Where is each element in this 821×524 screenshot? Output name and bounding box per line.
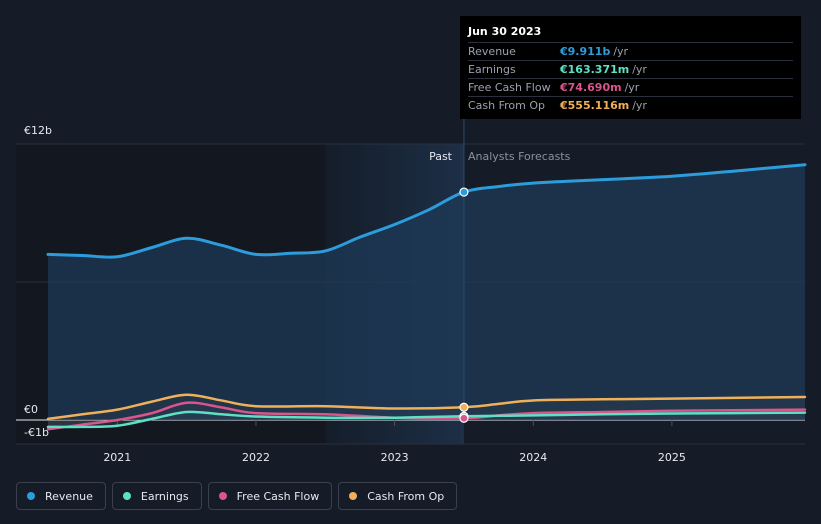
free-cash-flow-marker: [459, 413, 469, 423]
x-tick-label: 2024: [519, 451, 547, 464]
tooltip-unit: /yr: [632, 63, 647, 76]
tooltip-date: Jun 30 2023: [468, 25, 542, 38]
revenue-marker: [459, 187, 469, 197]
legend-label: Cash From Op: [367, 489, 445, 503]
x-tick-label: 2023: [381, 451, 409, 464]
revenue-dot-icon: [27, 492, 35, 500]
revenue-area: [48, 164, 805, 420]
legend-item-free-cash-flow[interactable]: Free Cash Flow: [207, 482, 333, 510]
legend-item-cash-from-op[interactable]: Cash From Op: [338, 482, 458, 510]
legend-item-revenue[interactable]: Revenue: [16, 482, 106, 510]
cash-from-op-dot-icon: [349, 492, 358, 500]
x-tick-label: 2022: [242, 451, 270, 464]
tooltip-value: €163.371m: [560, 63, 630, 76]
free-cash-flow-line: [46, 401, 807, 431]
tooltip-value: €555.116m: [560, 99, 630, 112]
earnings-dot-icon: [122, 492, 131, 500]
tooltip: Jun 30 2023 Revenue €9.911b /yr Earnings…: [460, 16, 801, 119]
x-tick-label: 2021: [103, 451, 131, 464]
tooltip-row-free-cash-flow: Free Cash Flow €74.690m /yr: [468, 78, 793, 96]
legend-label: Free Cash Flow: [236, 489, 320, 503]
tooltip-row-cash-from-op: Cash From Op €555.116m /yr: [468, 96, 793, 114]
forecast-label: Analysts Forecasts: [468, 150, 571, 163]
legend-label: Revenue: [45, 489, 93, 503]
tooltip-label: Cash From Op: [468, 99, 546, 112]
y-axis-labels: €12b €0 -€1b: [24, 124, 52, 439]
tooltip-value: €9.911b: [560, 45, 611, 58]
y-tick-label: -€1b: [24, 426, 49, 439]
tooltip-row-earnings: Earnings €163.371m /yr: [468, 60, 793, 78]
tooltip-unit: /yr: [632, 99, 647, 112]
x-axis-labels: 2021 2022 2023 2024 2025: [103, 451, 686, 464]
tooltip-label: Revenue: [468, 45, 516, 58]
cash-from-op-line: [46, 393, 807, 421]
revenue-line: [46, 163, 807, 259]
earnings-line: [46, 410, 807, 429]
tooltip-unit: /yr: [624, 81, 640, 94]
tooltip-unit: /yr: [613, 45, 629, 58]
tooltip-row-revenue: Revenue €9.911b /yr: [468, 42, 793, 60]
highlight-markers: [459, 119, 469, 423]
series-lines: [46, 163, 807, 431]
y-tick-label: €0: [24, 403, 38, 416]
tooltip-value: €74.690m: [560, 81, 622, 94]
legend: Revenue Earnings Free Cash Flow Cash Fro…: [16, 482, 458, 512]
cash-from-op-marker: [459, 402, 469, 412]
legend-label: Earnings: [140, 489, 189, 503]
y-tick-label: €12b: [24, 124, 52, 137]
tooltip-label: Free Cash Flow: [468, 81, 551, 94]
tooltip-label: Earnings: [468, 63, 516, 76]
past-label: Past: [429, 150, 453, 163]
legend-item-earnings[interactable]: Earnings: [111, 482, 202, 510]
free-cash-flow-dot-icon: [218, 492, 227, 500]
x-tick-label: 2025: [658, 451, 686, 464]
